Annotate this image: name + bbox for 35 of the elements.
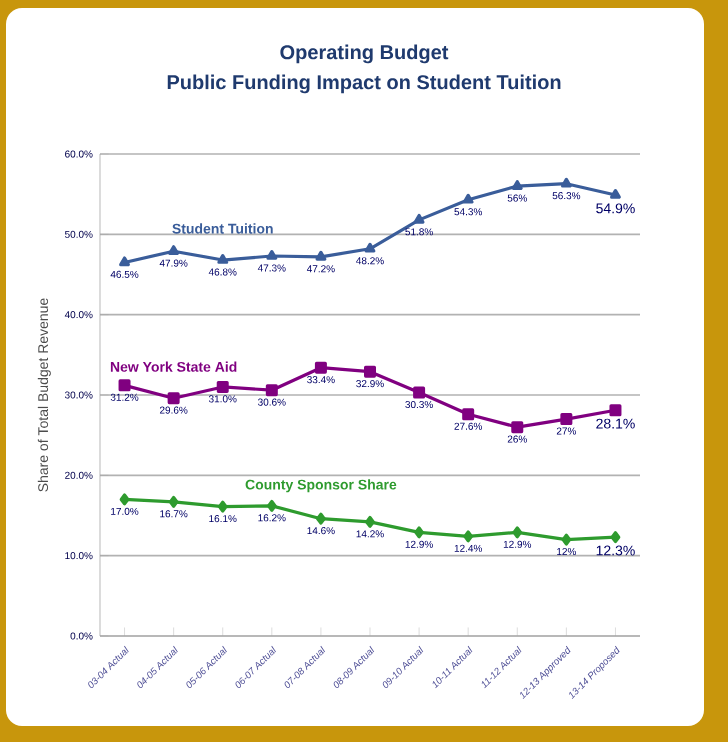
point [413, 386, 426, 399]
point [610, 531, 621, 544]
point [414, 526, 424, 539]
point [512, 526, 523, 539]
point [119, 493, 130, 506]
chart-subtitle: Public Funding Impact on Student Tuition [167, 74, 561, 94]
point [560, 177, 572, 188]
point [462, 408, 475, 421]
point [365, 515, 375, 528]
point [316, 512, 326, 525]
point [167, 392, 180, 405]
point [118, 379, 131, 392]
point [364, 242, 376, 253]
point [610, 188, 621, 199]
point [609, 404, 622, 417]
point [413, 213, 425, 224]
point [462, 193, 474, 204]
point [217, 254, 229, 264]
point [216, 380, 229, 393]
point [168, 495, 179, 508]
point [314, 361, 327, 374]
point [561, 533, 572, 546]
point [511, 421, 524, 434]
point [511, 180, 523, 190]
point [168, 245, 180, 255]
point [119, 256, 130, 267]
point [217, 500, 228, 513]
point [265, 384, 278, 397]
point [315, 250, 327, 261]
point [364, 365, 377, 378]
point [266, 250, 278, 260]
point [463, 530, 474, 543]
point [266, 499, 277, 512]
point [560, 413, 573, 426]
chart-title: Operating Budget [280, 44, 449, 64]
